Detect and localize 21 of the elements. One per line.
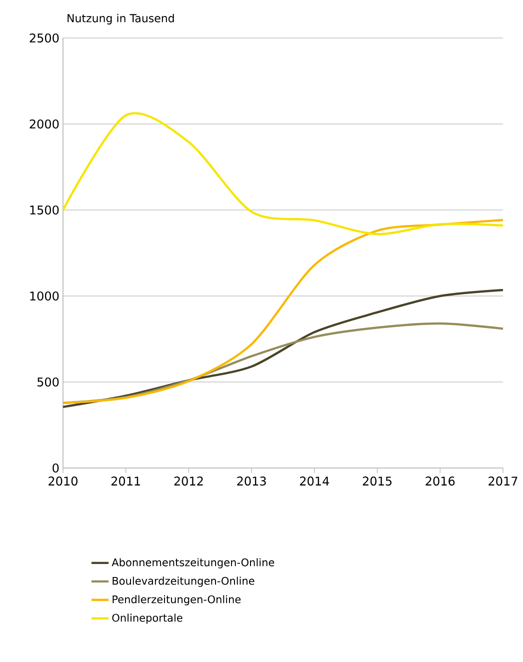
- legend-label: Pendlerzeitungen-Online: [112, 595, 241, 606]
- x-tick-label: 2014: [300, 476, 330, 486]
- x-tick-label: 2015: [362, 476, 392, 486]
- line-series: [62, 288, 504, 408]
- y-tick-label: 500: [37, 377, 59, 387]
- y-tick-label: 2000: [30, 119, 59, 129]
- y-tick-label: 1000: [30, 291, 59, 301]
- y-tick-label: 1500: [30, 205, 59, 215]
- y-tick-label: 0: [52, 463, 59, 473]
- x-tick-label: 2011: [111, 476, 140, 486]
- x-tick-label: 2012: [174, 476, 203, 486]
- legend-label: Onlineportale: [112, 614, 182, 624]
- y-axis-title: Nutzung in Tausend: [68, 14, 174, 24]
- x-tick-label: 2017: [488, 476, 518, 486]
- legend-label: Boulevardzeitungen-Online: [112, 576, 254, 587]
- x-tick-label: 2010: [48, 476, 78, 486]
- x-tick-label: 2013: [237, 476, 266, 486]
- x-tick-label: 2016: [426, 476, 455, 486]
- line-series: [62, 218, 504, 404]
- legend-label: Abonnementszeitungen-Online: [112, 558, 274, 568]
- y-tick-label: 2500: [30, 33, 59, 43]
